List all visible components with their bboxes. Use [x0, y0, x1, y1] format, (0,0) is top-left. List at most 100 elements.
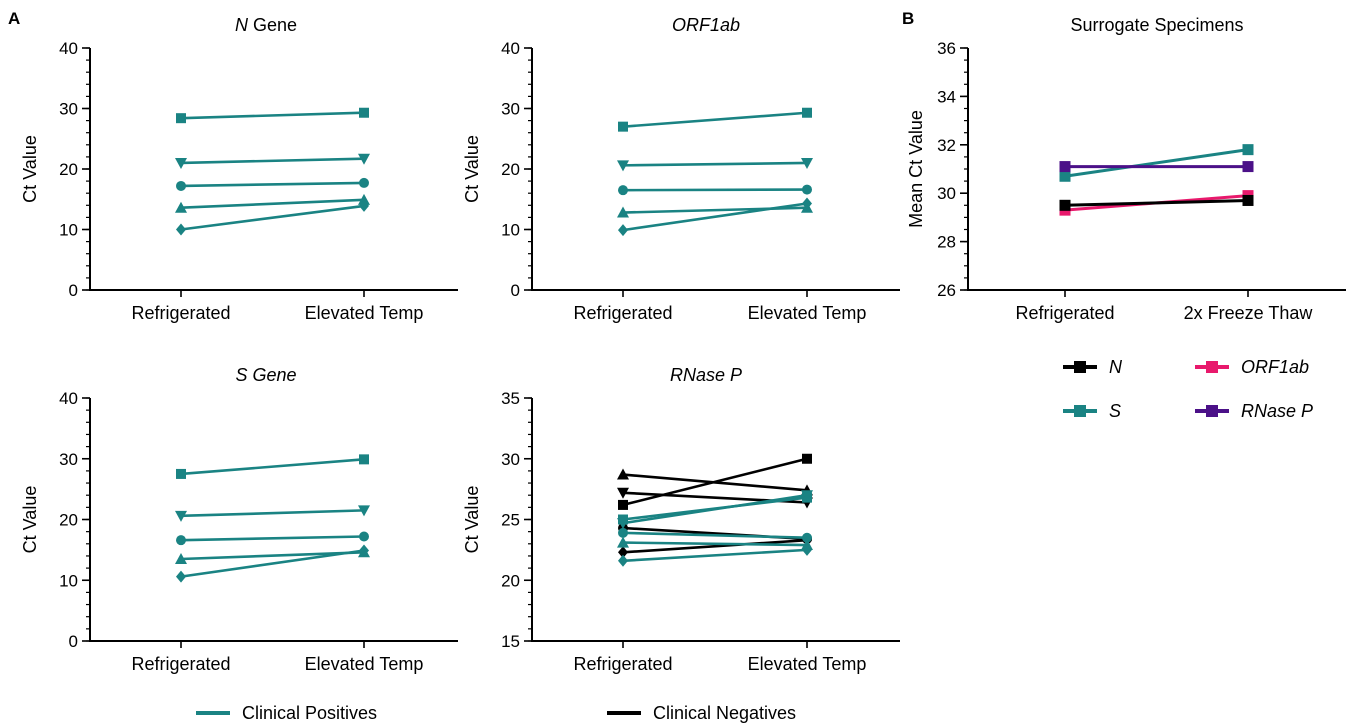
chart-orf1ab: ORF1ab 0 10 20 30 40 Refrigerated Elevated Temp…	[462, 15, 900, 323]
x-category-label: Refrigerated	[1015, 303, 1114, 323]
data-point	[176, 535, 186, 546]
data-point	[359, 177, 369, 188]
bottom-legend: Clinical Positives Clinical Negatives	[196, 703, 796, 723]
series-line	[180, 198, 365, 210]
y-tick-label: 30	[59, 450, 78, 469]
data-point	[176, 570, 186, 583]
series-line	[622, 538, 808, 554]
series-n	[1059, 194, 1254, 211]
chart-rnase-p: RNase P 15 20 25 30 35 Refrigerated Elevated Te…	[462, 365, 900, 674]
series-line	[622, 548, 808, 563]
panel-label-a: A	[8, 9, 20, 28]
y-tick-label: 10	[501, 221, 520, 240]
data-point	[617, 206, 629, 218]
y-tick-label: 20	[501, 160, 520, 179]
series-line	[622, 202, 808, 232]
y-tick-label: 25	[501, 511, 520, 530]
y-tick-label: 40	[59, 39, 78, 58]
data-point	[175, 157, 187, 169]
legend-swatch-marker	[1206, 361, 1218, 373]
series-positive-triangle-up	[617, 201, 813, 218]
y-axis-label: Ct Value	[462, 486, 482, 554]
data-point	[175, 552, 187, 564]
data-point	[176, 113, 186, 124]
y-tick-label: 36	[937, 39, 956, 58]
y-tick-label: 28	[937, 233, 956, 252]
data-point	[176, 223, 186, 236]
series-negative-square	[618, 453, 812, 510]
series-line	[622, 457, 808, 507]
series-positive-triangle-down	[617, 157, 813, 172]
series-positive-triangle-down	[617, 490, 813, 530]
data-point	[617, 468, 629, 480]
series-positive-diamond	[618, 197, 812, 237]
y-tick-label: 35	[501, 389, 520, 408]
data-point	[802, 184, 812, 195]
data-point	[359, 531, 369, 542]
series-positive-triangle-up	[175, 193, 370, 213]
data-point	[358, 153, 370, 165]
data-point	[359, 454, 369, 465]
data-point	[802, 107, 812, 118]
data-point	[359, 199, 369, 212]
data-point	[359, 544, 369, 557]
series-line	[622, 188, 808, 192]
y-axis-label: Ct Value	[20, 486, 40, 554]
surrogate-legend: N ORF1ab S RNase P	[1063, 357, 1313, 421]
legend-label-clinical-negatives: Clinical Negatives	[653, 703, 796, 723]
y-tick-label: 30	[59, 100, 78, 119]
chart-panels: N Gene 0 10 20 30 40 Refrigerated Elevated Temp…	[20, 15, 1346, 674]
data-point	[802, 197, 812, 210]
legend-label: ORF1ab	[1241, 357, 1309, 377]
data-point	[358, 193, 370, 205]
series-line	[622, 111, 808, 128]
data-point	[175, 201, 187, 213]
y-tick-label: 20	[501, 571, 520, 590]
series-line	[622, 541, 808, 547]
y-tick-label: 30	[501, 100, 520, 119]
series-line	[180, 204, 365, 231]
y-tick-label: 0	[69, 632, 78, 651]
x-category-label: Refrigerated	[573, 303, 672, 323]
y-axis-label: Ct Value	[20, 135, 40, 203]
y-axis-label: Mean Ct Value	[906, 110, 926, 228]
chart-s-gene: S Gene 0 10 20 30 40 Refrigerated Elevated Temp…	[20, 365, 458, 674]
data-point	[618, 121, 628, 132]
series-positive-square	[176, 454, 369, 479]
series-line	[622, 161, 808, 167]
data-point	[617, 518, 629, 530]
data-point	[801, 490, 813, 502]
legend-swatch-marker	[1074, 361, 1086, 373]
series-line	[622, 493, 808, 525]
chart-surrogate: Surrogate Specimens 26 28 30 32 34 36 Refrigera…	[906, 15, 1346, 421]
data-point	[1242, 194, 1254, 206]
data-point	[617, 487, 629, 499]
y-tick-label: 10	[59, 571, 78, 590]
series-line	[180, 509, 365, 518]
series-line	[1064, 148, 1249, 178]
data-point	[802, 543, 812, 556]
y-tick-label: 15	[501, 632, 520, 651]
y-tick-label: 20	[59, 511, 78, 530]
y-tick-label: 34	[937, 87, 956, 106]
y-tick-label: 10	[59, 221, 78, 240]
data-point	[176, 468, 186, 479]
y-tick-label: 40	[59, 389, 78, 408]
data-point	[801, 157, 813, 169]
series-line	[180, 111, 365, 120]
y-axis-label: Ct Value	[462, 135, 482, 203]
data-point	[618, 554, 628, 567]
series-positive-circle	[618, 184, 812, 196]
series-positive-diamond	[176, 544, 369, 583]
x-category-label: Elevated Temp	[305, 303, 424, 323]
x-category-label: Elevated Temp	[305, 654, 424, 674]
series-positive-circle	[176, 531, 369, 546]
chart-n-gene: N Gene 0 10 20 30 40 Refrigerated Elevated Temp…	[20, 15, 458, 323]
legend-label: S	[1109, 401, 1121, 421]
legend-swatch-marker	[1074, 405, 1086, 417]
panel-label-b: B	[902, 9, 914, 28]
data-point	[1059, 199, 1071, 211]
legend-swatch-marker	[1206, 405, 1218, 417]
series-positive-square	[176, 107, 369, 124]
